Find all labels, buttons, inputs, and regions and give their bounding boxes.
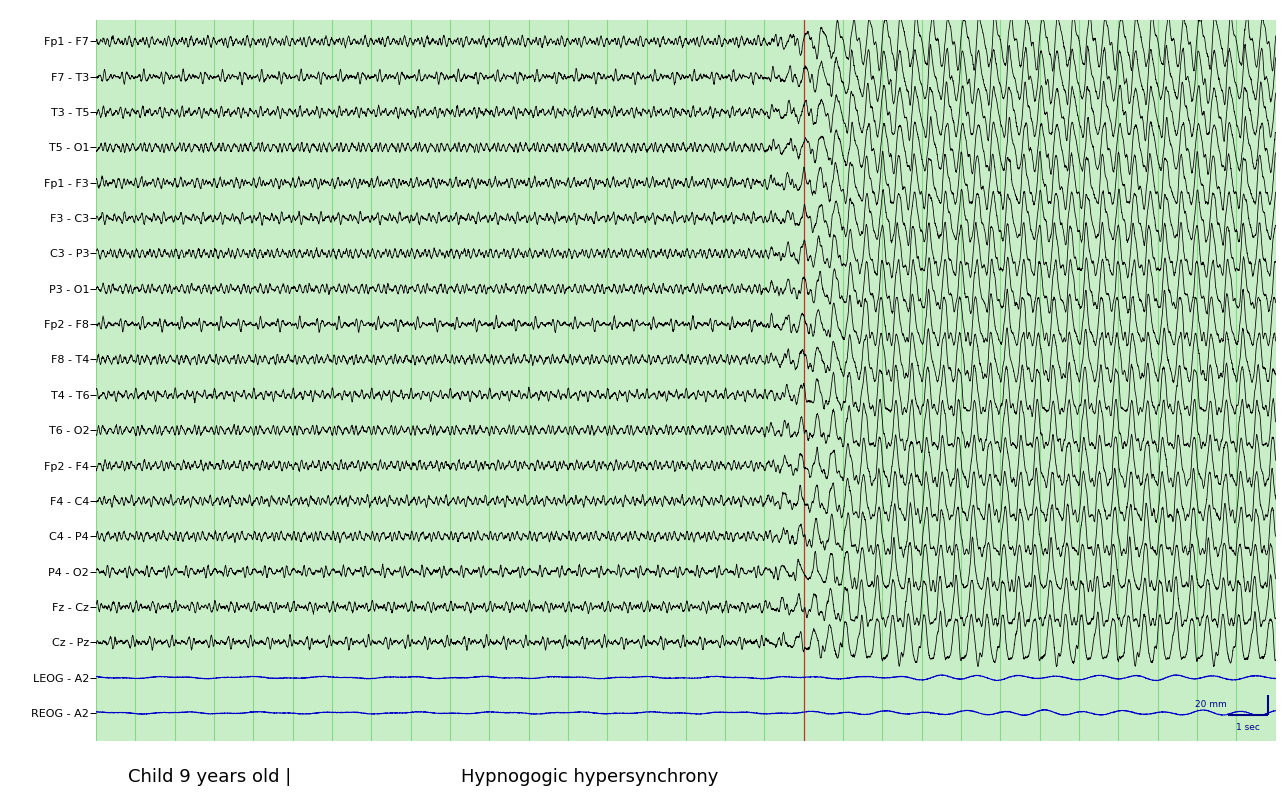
- Text: Child 9 years old |: Child 9 years old |: [128, 768, 291, 786]
- Text: 20 mm: 20 mm: [1195, 701, 1227, 710]
- Text: 1 sec: 1 sec: [1236, 723, 1260, 732]
- Text: Hypnogogic hypersynchrony: Hypnogogic hypersynchrony: [462, 768, 718, 786]
